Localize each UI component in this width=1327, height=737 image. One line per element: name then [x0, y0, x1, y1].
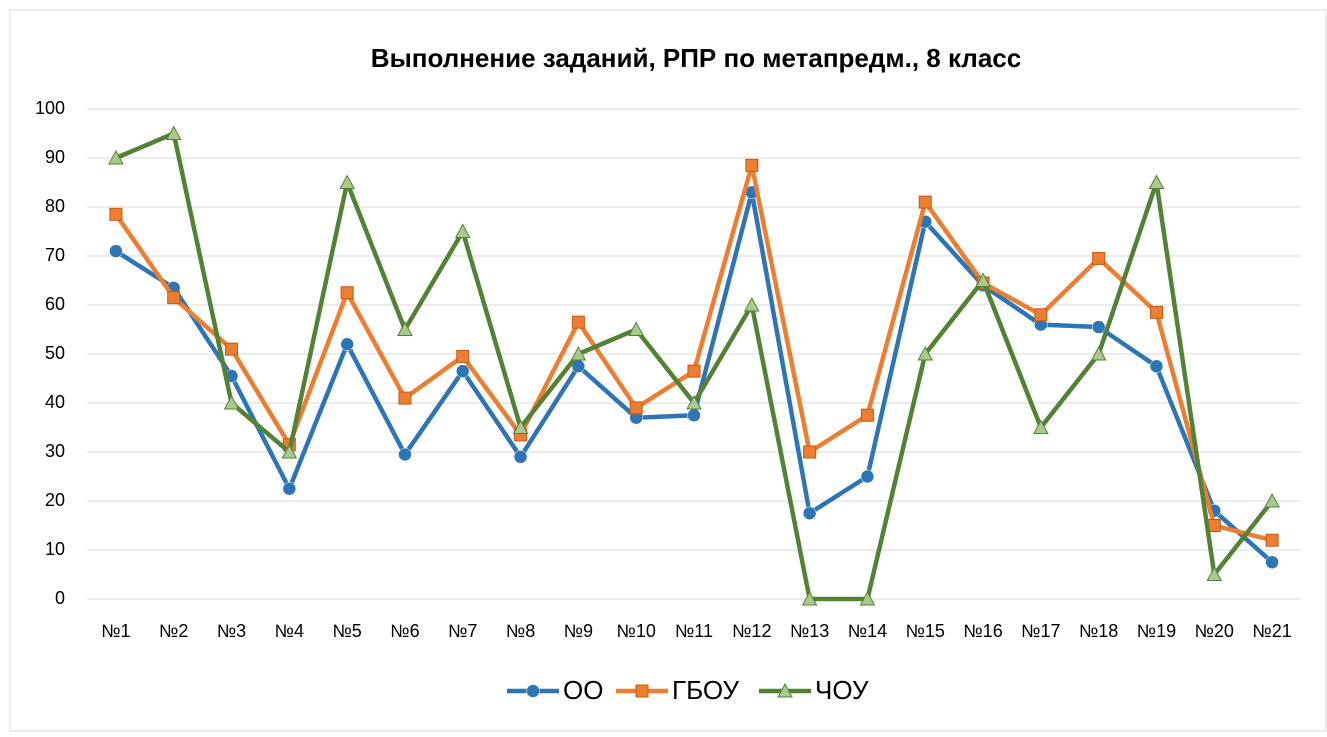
data-point [456, 349, 470, 363]
data-point [1265, 533, 1279, 547]
x-tick-label: №13 [790, 621, 829, 641]
x-tick-label: №16 [963, 621, 1002, 641]
data-point [167, 291, 181, 305]
data-point [1206, 566, 1223, 581]
x-tick-label: №9 [564, 621, 593, 641]
y-tick-label: 30 [45, 441, 65, 461]
legend-marker [777, 682, 793, 698]
data-point [281, 443, 298, 459]
data-point [745, 158, 759, 172]
x-tick-label: №2 [159, 621, 188, 641]
x-tick-label: №1 [101, 621, 130, 641]
y-tick-label: 20 [45, 490, 65, 510]
y-tick-label: 90 [45, 147, 65, 167]
data-point [1264, 492, 1280, 508]
data-point [340, 337, 354, 351]
data-point [109, 244, 123, 258]
legend-marker [635, 684, 649, 698]
legend-label: ЧОУ [815, 675, 869, 705]
data-point [1090, 345, 1107, 361]
data-point [801, 590, 818, 606]
x-tick-label: №17 [1021, 621, 1060, 641]
data-point [1207, 519, 1221, 532]
data-point [1034, 308, 1048, 322]
y-tick-label: 80 [45, 196, 65, 216]
data-point [917, 345, 934, 361]
x-tick-label: №15 [906, 621, 945, 641]
y-tick-label: 70 [45, 245, 65, 265]
data-point [687, 364, 701, 378]
legend-marker [526, 684, 540, 698]
data-point [223, 394, 240, 410]
x-tick-label: №21 [1252, 621, 1291, 641]
data-point [743, 296, 760, 312]
data-point [165, 125, 182, 140]
y-tick-label: 100 [35, 98, 65, 118]
data-point [975, 272, 991, 287]
data-point [687, 408, 701, 422]
x-tick-label: №10 [617, 621, 656, 641]
data-point [397, 321, 413, 336]
data-point [1092, 251, 1106, 265]
data-point [859, 590, 876, 606]
chart-title: Выполнение заданий, РПР по метапредм., 8… [371, 43, 1021, 73]
data-point [398, 391, 412, 405]
data-point [1149, 359, 1164, 373]
data-point [340, 286, 354, 300]
data-point [454, 223, 471, 238]
data-point [225, 342, 239, 356]
data-point [628, 321, 645, 336]
data-point [108, 149, 124, 165]
y-tick-label: 60 [45, 294, 65, 314]
data-point [1091, 320, 1106, 334]
data-point [398, 447, 412, 462]
y-tick-label: 0 [55, 588, 65, 608]
data-point [570, 345, 587, 361]
data-point [918, 195, 932, 209]
data-point [571, 315, 585, 329]
data-point [860, 408, 874, 422]
data-point [1265, 555, 1279, 569]
data-point [1148, 174, 1165, 189]
legend-label: ОО [563, 675, 603, 705]
x-tick-label: №18 [1079, 621, 1118, 641]
x-tick-label: №5 [332, 621, 361, 641]
x-tick-label: №7 [448, 621, 477, 641]
y-tick-label: 10 [45, 539, 65, 559]
data-point [803, 445, 817, 459]
data-point [339, 174, 355, 189]
x-tick-label: №4 [275, 621, 304, 641]
x-tick-label: №11 [675, 621, 713, 641]
data-point [860, 469, 875, 484]
x-tick-label: №14 [848, 621, 887, 641]
data-point [629, 401, 643, 415]
data-point [109, 207, 123, 221]
data-point [513, 450, 528, 464]
data-point [1033, 419, 1049, 434]
y-tick-label: 40 [45, 392, 65, 412]
data-point [512, 419, 529, 434]
data-point [282, 482, 297, 496]
y-tick-label: 50 [45, 343, 65, 363]
data-point [1149, 305, 1163, 319]
x-tick-label: №19 [1137, 621, 1176, 641]
x-tick-label: №3 [217, 621, 246, 641]
x-tick-label: №20 [1195, 621, 1234, 641]
legend-label: ГБОУ [672, 675, 740, 705]
x-tick-label: №6 [390, 621, 419, 641]
data-point [802, 506, 817, 520]
x-tick-label: №8 [506, 621, 535, 641]
data-point [456, 364, 470, 378]
x-tick-label: №12 [732, 621, 771, 641]
data-point [686, 394, 702, 410]
